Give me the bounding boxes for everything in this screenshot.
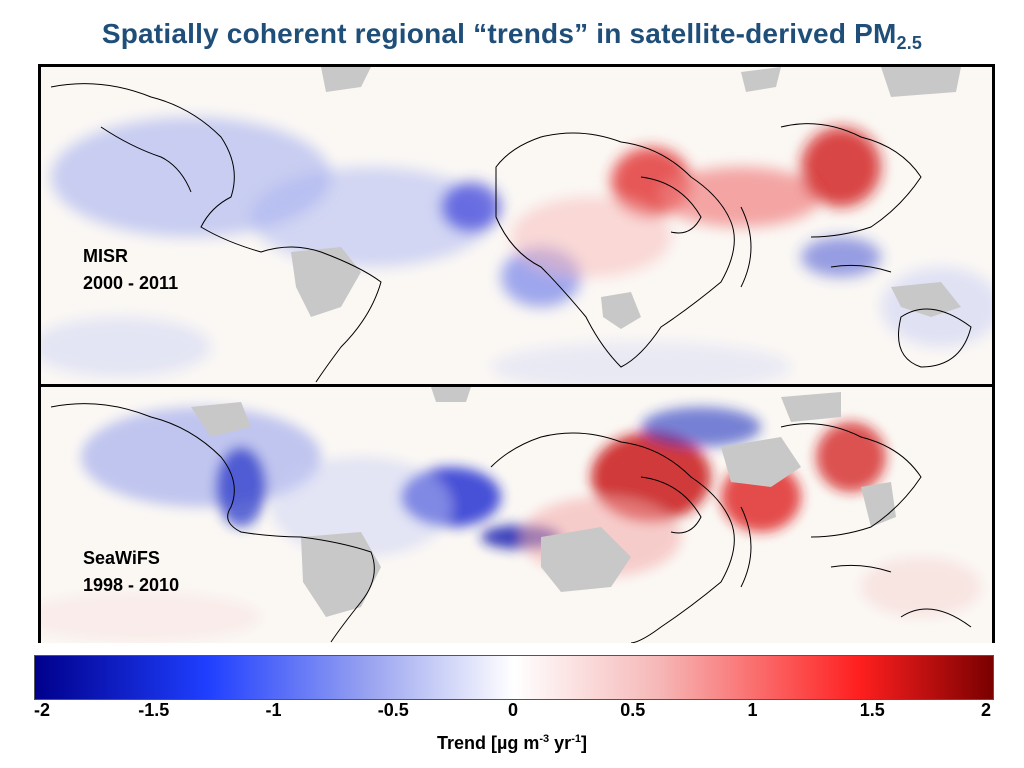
colorbar-tick-label: 1 (747, 700, 758, 720)
misr-no-data-regions (291, 67, 961, 329)
colorbar-tick-label: 1.5 (859, 700, 885, 720)
title-subscript: 2.5 (896, 33, 923, 53)
colorbar-label-prefix: Trend [µg m (437, 733, 540, 753)
seawifs-sensor: SeaWiFS (83, 548, 160, 568)
misr-trend-field (41, 117, 992, 386)
seawifs-trend-field (41, 407, 981, 642)
colorbar (34, 655, 994, 700)
misr-label: MISR 2000 - 2011 (83, 243, 178, 297)
colorbar-label: Trend [µg m-3 yr-1] (0, 733, 1024, 754)
colorbar-tick-label: -1.5 (138, 700, 170, 720)
seawifs-coastlines (50, 403, 972, 643)
seawifs-map-panel: SeaWiFS 1998 - 2010 (38, 384, 995, 643)
misr-coastlines (50, 83, 972, 383)
seawifs-years: 1998 - 2010 (83, 575, 180, 595)
colorbar-tick-label: 0 (507, 700, 519, 720)
colorbar-label-exp2: -1 (571, 733, 581, 745)
misr-sensor: MISR (83, 246, 128, 266)
seawifs-label: SeaWiFS 1998 - 2010 (83, 545, 179, 599)
misr-map (41, 67, 992, 386)
colorbar-label-suffix: ] (580, 733, 587, 753)
title-text: Spatially coherent regional “trends” in … (101, 18, 897, 49)
colorbar-label-mid: yr (549, 733, 572, 753)
seawifs-no-data-regions (191, 387, 896, 617)
colorbar-ticks: -2 -1.5 -1 -0.5 0 0.5 1 1.5 2 (0, 700, 1024, 730)
seawifs-map (41, 387, 981, 643)
colorbar-tick-label: -2 (33, 700, 51, 720)
colorbar-tick-label: -0.5 (377, 700, 409, 720)
colorbar-tick-label: -1 (265, 700, 282, 720)
colorbar-tick-label: 2 (980, 700, 992, 720)
colorbar-label-exp1: -3 (539, 733, 550, 745)
page-title: Spatially coherent regional “trends” in … (0, 18, 1024, 54)
misr-map-panel: MISR 2000 - 2011 (38, 64, 995, 389)
colorbar-tick-label: 0.5 (620, 700, 646, 720)
misr-years: 2000 - 2011 (83, 273, 179, 293)
